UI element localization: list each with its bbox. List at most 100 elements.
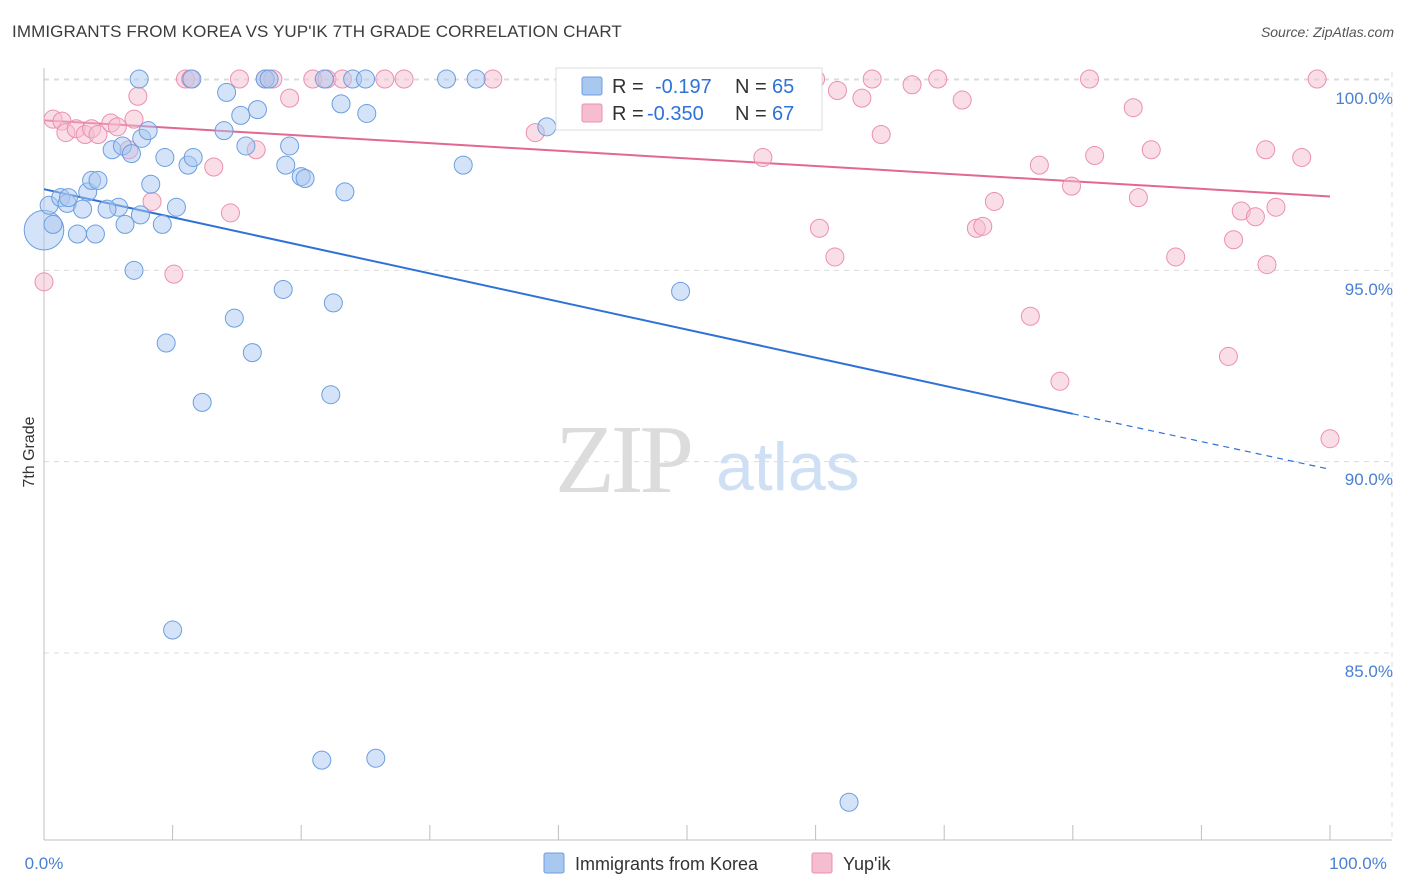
korea-point-60	[839, 792, 859, 812]
yupik-point-54	[1128, 188, 1148, 208]
yupik-point-45	[973, 216, 993, 236]
yupik-point-29	[483, 69, 503, 89]
legend-swatch-korea	[581, 76, 603, 96]
korea-point-62	[58, 188, 78, 208]
yupik-point-48	[1029, 155, 1049, 175]
korea-point-43	[312, 750, 332, 770]
legend-korea-n-label: N =	[735, 76, 767, 98]
korea-point-34	[242, 343, 262, 363]
korea-point-48	[335, 182, 355, 202]
yupik-point-50	[1062, 176, 1082, 196]
korea-point-10	[88, 170, 108, 190]
yupik-point-62	[1256, 140, 1276, 160]
yupik-point-46	[984, 191, 1004, 211]
korea-point-52	[356, 69, 375, 89]
korea-point-58	[671, 281, 691, 301]
legend-yupik-n-value: 67	[772, 103, 794, 125]
x-tick-label-min: 0.0%	[25, 854, 64, 873]
yupik-point-28	[394, 69, 414, 89]
yupik-point-0	[34, 272, 54, 292]
legend-swatch-yupik	[581, 103, 603, 123]
korea-point-44	[314, 69, 334, 89]
yupik-point-41	[902, 75, 922, 95]
watermark-zip: ZIP	[555, 406, 690, 514]
yupik-point-17	[204, 157, 224, 177]
korea-point-27	[183, 147, 203, 167]
korea-point-24	[163, 620, 183, 640]
yupik-point-43	[952, 90, 972, 110]
korea-point-16	[124, 260, 144, 280]
yupik-point-60	[1245, 207, 1265, 227]
y-tick-label-100: 100.0%	[1335, 89, 1393, 108]
legend-korea-r-label: R =	[612, 76, 644, 98]
trend-line-korea	[43, 188, 1074, 415]
legend-korea-r-value: -0.197	[655, 76, 712, 98]
korea-point-39	[276, 155, 296, 175]
yupik-point-65	[1307, 69, 1327, 89]
yupik-point-56	[1166, 247, 1186, 267]
x-tick-label-max: 100.0%	[1329, 854, 1387, 873]
yupik-point-64	[1292, 147, 1312, 167]
bottom-legend-swatch-korea	[543, 852, 565, 874]
korea-point-51	[366, 748, 386, 768]
yupik-point-33	[753, 147, 773, 167]
korea-point-19	[138, 121, 158, 141]
korea-point-2	[43, 214, 63, 234]
yupik-point-57	[1218, 346, 1238, 366]
points-yupik	[34, 69, 1340, 449]
korea-point-31	[224, 308, 244, 328]
yupik-point-9	[107, 117, 127, 137]
korea-point-56	[537, 117, 557, 137]
yupik-point-63	[1266, 197, 1286, 217]
yupik-point-35	[809, 218, 829, 238]
yupik-point-19	[229, 69, 249, 89]
trend-line-korea-extrapolated	[1072, 413, 1331, 470]
y-axis-title: 7th Grade	[21, 416, 38, 487]
korea-point-64	[97, 199, 117, 219]
yupik-point-49	[1050, 371, 1070, 391]
yupik-point-38	[852, 88, 872, 108]
watermark-atlas: atlas	[716, 429, 860, 505]
yupik-point-36	[827, 80, 847, 100]
yupik-point-58	[1224, 230, 1244, 250]
legend-yupik-n-label: N =	[735, 103, 767, 125]
yupik-point-39	[862, 69, 882, 89]
korea-point-28	[192, 392, 212, 412]
korea-point-14	[115, 214, 135, 234]
yupik-point-55	[1141, 140, 1161, 160]
korea-point-38	[273, 279, 293, 299]
korea-point-53	[437, 69, 457, 89]
points-korea	[23, 69, 859, 812]
yupik-point-66	[1320, 429, 1340, 449]
korea-point-45	[321, 385, 341, 405]
korea-point-17	[130, 205, 150, 225]
yupik-point-11	[124, 109, 144, 129]
korea-point-32	[231, 105, 251, 125]
korea-point-37	[259, 69, 279, 89]
axes	[43, 68, 1392, 841]
korea-point-35	[247, 100, 267, 120]
y-tick-label-90: 90.0%	[1345, 470, 1393, 489]
yupik-point-42	[928, 69, 948, 89]
yupik-point-51	[1080, 69, 1100, 89]
korea-point-61	[129, 69, 149, 89]
korea-point-23	[155, 147, 175, 167]
yupik-point-12	[128, 86, 148, 106]
y-tick-label-95: 95.0%	[1345, 280, 1393, 299]
korea-point-30	[217, 82, 237, 102]
trend-lines	[43, 119, 1331, 470]
korea-point-20	[141, 174, 161, 194]
yupik-point-61	[1257, 255, 1277, 275]
bottom-legend-swatch-yupik	[811, 852, 833, 874]
korea-point-63	[182, 69, 202, 89]
korea-point-22	[156, 333, 176, 353]
yupik-point-27	[375, 69, 395, 89]
korea-point-46	[323, 293, 343, 313]
yupik-point-47	[1020, 306, 1040, 326]
yupik-point-53	[1123, 98, 1143, 118]
korea-point-40	[280, 136, 300, 156]
korea-point-6	[73, 199, 93, 219]
legend-korea-n-value: 65	[772, 76, 794, 98]
yupik-point-23	[280, 88, 300, 108]
